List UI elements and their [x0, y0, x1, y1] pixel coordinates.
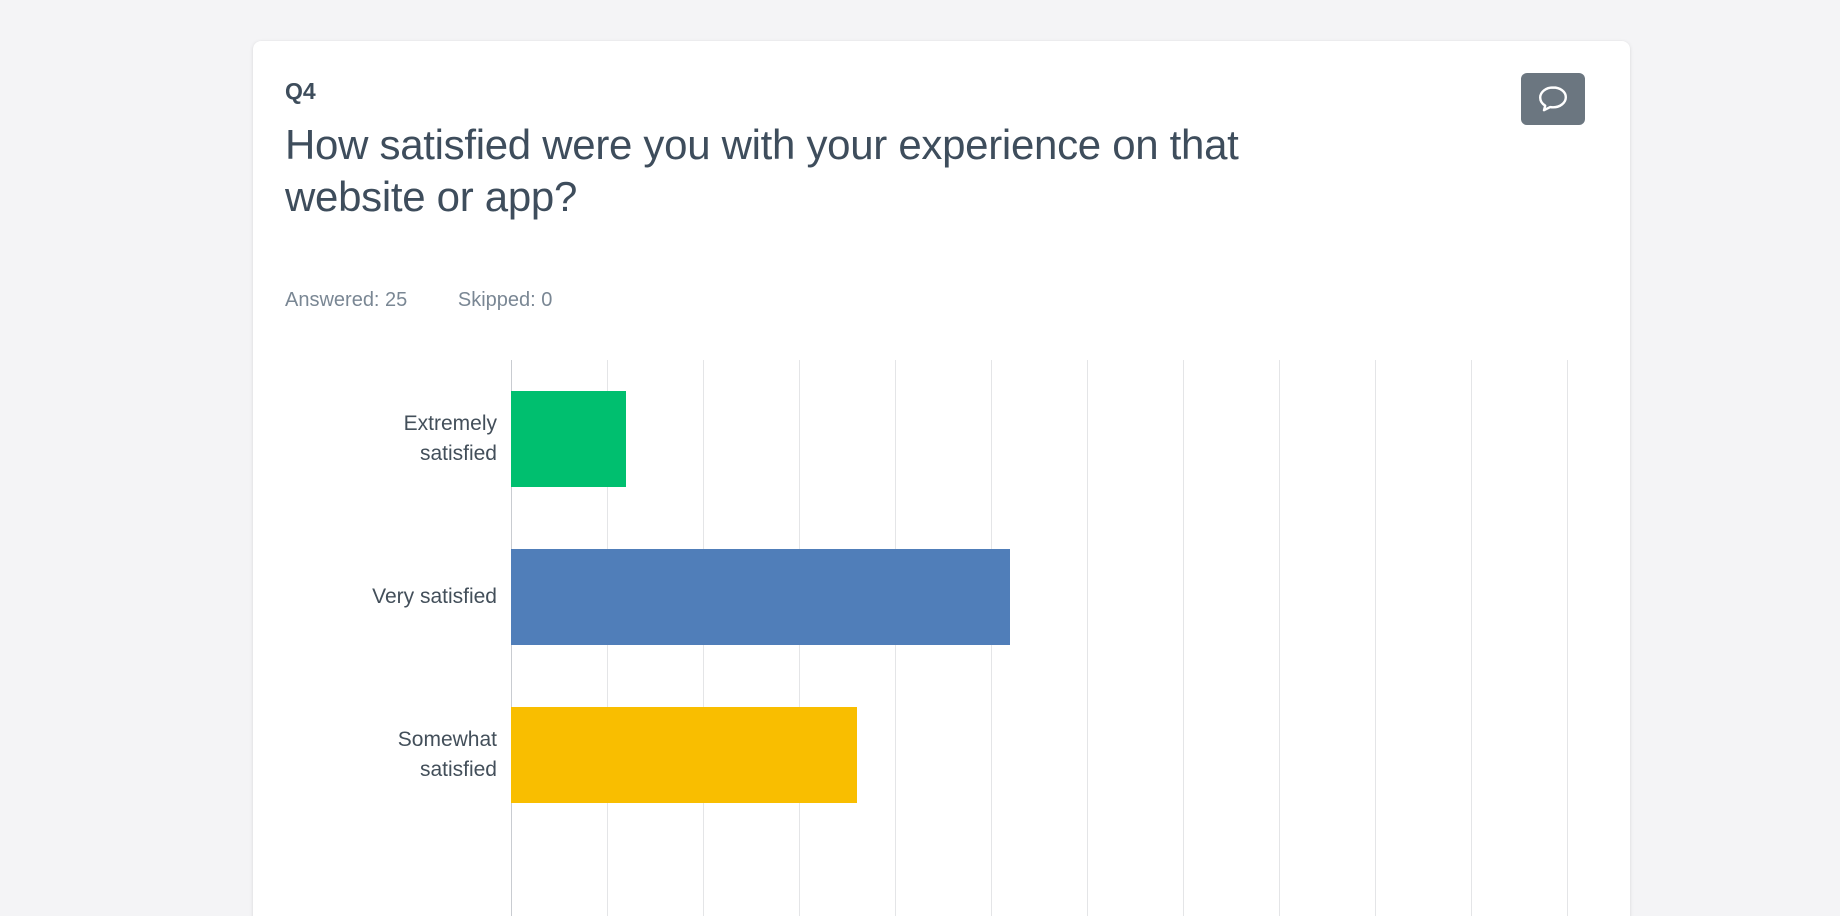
speech-bubble-icon: [1539, 86, 1567, 112]
chart-row: Extremely satisfied: [404, 360, 1567, 518]
bar-somewhat-satisfied: [511, 707, 857, 803]
answered-count: Answered: 25: [285, 289, 408, 311]
bar-chart: Extremely satisfied Very satisfied Somewha…: [285, 360, 1630, 916]
gridline: [1279, 360, 1280, 916]
gridline: [1087, 360, 1088, 916]
response-stats: Answered: 25 Skipped: 0: [285, 289, 1630, 312]
category-label: Extremely satisfied: [403, 412, 497, 465]
gridline: [1567, 360, 1568, 916]
category-label: Very satisfied: [372, 585, 497, 608]
question-card: Q4 How satisfied were you with your expe…: [253, 41, 1630, 916]
bar-extremely-satisfied: [511, 391, 627, 487]
comment-button[interactable]: [1521, 73, 1585, 125]
chart-row: Very satisfied: [372, 518, 1567, 676]
question-title: How satisfied were you with your experie…: [285, 121, 1239, 220]
category-label: Somewhat satisfied: [397, 728, 497, 781]
chart-plot-area: Extremely satisfied Very satisfied Somewha…: [372, 360, 1568, 916]
chart-row: Somewhat satisfied: [398, 676, 1567, 834]
gridline: [1375, 360, 1376, 916]
question-number: Q4: [285, 78, 316, 104]
skipped-count: Skipped: 0: [457, 289, 553, 311]
gridline: [1183, 360, 1184, 916]
gridline: [1471, 360, 1472, 916]
bar-very-satisfied: [511, 549, 1011, 645]
